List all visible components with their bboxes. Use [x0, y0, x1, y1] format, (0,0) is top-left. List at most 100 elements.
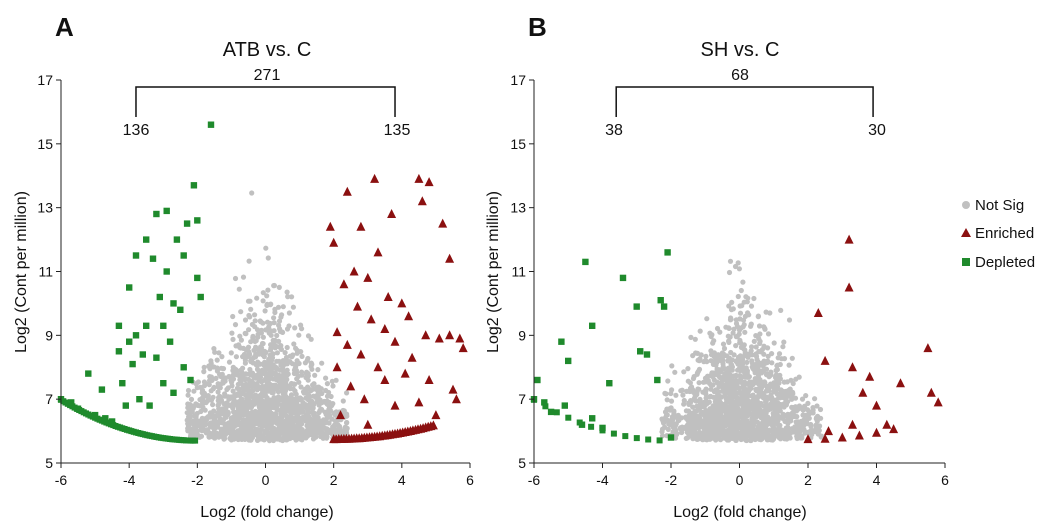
enriched-point	[896, 378, 905, 388]
not-sig-point	[793, 376, 799, 382]
not-sig-point	[289, 361, 295, 367]
depleted-point	[126, 284, 133, 291]
not-sig-point	[755, 409, 761, 415]
panel-a-bracket-total: 271	[254, 67, 281, 84]
panel-a-y-axis-title: Log2 (Cont per million)	[13, 191, 30, 353]
not-sig-point	[333, 377, 339, 383]
not-sig-point	[206, 381, 212, 387]
not-sig-point	[278, 395, 284, 401]
panel-a-plot-area: -6 -4 -2 0 2 4 6 5 7 9 11 13 15 17	[37, 72, 474, 488]
enriched-point	[854, 430, 864, 440]
not-sig-point	[314, 384, 320, 390]
depleted-point	[643, 351, 651, 358]
not-sig-point	[767, 310, 773, 316]
not-sig-point	[219, 354, 225, 360]
not-sig-point	[272, 309, 278, 316]
not-sig-point	[692, 408, 698, 414]
not-sig-point	[738, 390, 745, 396]
not-sig-point	[810, 407, 816, 413]
not-sig-point	[770, 413, 777, 419]
not-sig-point	[249, 356, 255, 362]
y-tick-label: 9	[45, 327, 53, 343]
not-sig-point	[703, 407, 709, 414]
not-sig-point	[755, 359, 761, 365]
not-sig-point	[695, 357, 701, 363]
depleted-point	[187, 376, 194, 384]
depleted-point	[115, 322, 123, 329]
not-sig-point	[736, 266, 743, 272]
not-sig-point	[659, 429, 665, 435]
not-sig-point	[765, 353, 771, 359]
not-sig-point	[208, 397, 215, 403]
not-sig-point	[185, 421, 191, 427]
not-sig-point	[288, 392, 295, 398]
not-sig-point	[230, 433, 236, 439]
not-sig-point	[293, 345, 299, 351]
not-sig-point	[238, 432, 244, 438]
not-sig-point	[294, 358, 300, 364]
not-sig-point	[696, 386, 702, 392]
not-sig-points	[184, 190, 350, 444]
not-sig-point	[298, 384, 304, 390]
enriched-point	[434, 333, 444, 343]
panel-a-bracket	[135, 86, 396, 117]
not-sig-point	[310, 409, 316, 415]
not-sig-point	[294, 425, 300, 431]
not-sig-point	[262, 360, 268, 366]
not-sig-point	[286, 310, 292, 316]
depleted-point	[85, 370, 92, 377]
not-sig-point	[702, 420, 708, 426]
not-sig-point	[226, 425, 232, 431]
depleted-point	[542, 403, 549, 410]
not-sig-point	[688, 334, 694, 340]
enriched-point	[387, 209, 397, 218]
not-sig-point	[778, 307, 784, 313]
enriched-point	[356, 349, 366, 359]
enriched-point	[339, 279, 349, 289]
not-sig-point	[319, 360, 325, 366]
depleted-point	[132, 332, 140, 339]
not-sig-point	[237, 333, 243, 339]
panel-b-bracket-left-count: 38	[605, 122, 623, 139]
y-tick-label: 11	[38, 264, 53, 280]
not-sig-point	[721, 345, 728, 352]
not-sig-point	[743, 437, 749, 443]
not-sig-point	[750, 430, 756, 436]
not-sig-point	[781, 379, 787, 385]
depleted-point	[173, 236, 181, 243]
not-sig-point	[245, 348, 252, 354]
enriched-point	[820, 355, 830, 365]
panel-b-plot-area: -6 -4 -2 0 2 4 6 5 7 9 11 13 15 17	[510, 72, 949, 488]
not-sig-point	[299, 326, 305, 332]
not-sig-point	[230, 405, 236, 411]
not-sig-point	[777, 436, 784, 442]
depleted-point	[183, 220, 191, 227]
not-sig-point	[738, 287, 744, 294]
not-sig-point	[252, 408, 258, 414]
enriched-point	[813, 308, 823, 317]
depleted-point	[180, 364, 187, 371]
enriched-point	[848, 419, 857, 429]
not-sig-point	[274, 420, 281, 426]
depleted-point	[98, 386, 106, 393]
panel-a-bracket-left-count: 136	[123, 122, 150, 139]
enriched-point	[397, 298, 407, 308]
not-sig-point	[323, 411, 329, 417]
not-sig-point	[701, 412, 707, 418]
axes: -6 -4 -2 0 2 4 6 5 7 9 11 13 15 17	[37, 72, 474, 488]
not-sig-point	[758, 387, 764, 393]
enriched-point	[848, 362, 857, 372]
not-sig-point	[753, 344, 759, 350]
not-sig-point	[740, 400, 747, 406]
y-tick-label: 11	[511, 264, 526, 280]
not-sig-point	[709, 332, 715, 338]
not-sig-point	[293, 367, 299, 373]
not-sig-point	[272, 396, 278, 402]
not-sig-point	[783, 433, 790, 439]
not-sig-point	[320, 430, 327, 437]
not-sig-point	[753, 333, 759, 339]
not-sig-point	[274, 427, 280, 433]
not-sig-point	[289, 294, 295, 300]
enriched-point	[428, 420, 438, 430]
not-sig-point	[808, 421, 814, 428]
